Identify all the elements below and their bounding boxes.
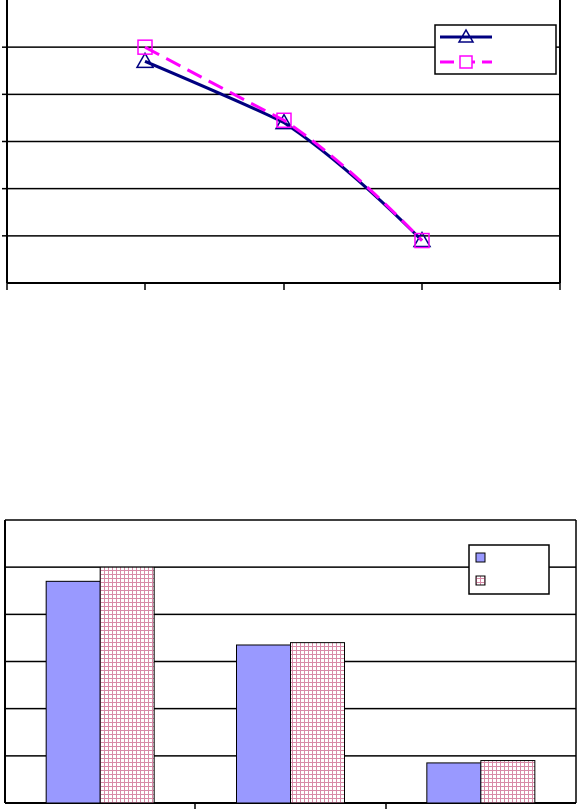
- legend-marker: [457, 28, 475, 43]
- bar: [99, 566, 155, 804]
- legend: [468, 544, 550, 595]
- bar: [480, 760, 536, 804]
- bar-chart: [0, 518, 577, 809]
- bar: [45, 580, 101, 804]
- data-point-marker: [276, 112, 292, 129]
- bar: [236, 644, 291, 804]
- bar-chart-svg: [0, 518, 577, 809]
- bar: [290, 642, 345, 804]
- series-line: [144, 45, 424, 242]
- data-point-marker: [414, 232, 430, 249]
- data-point-marker: [135, 51, 155, 69]
- line-chart-svg: [0, 0, 577, 300]
- legend-box: [434, 24, 557, 75]
- legend-swatch: [475, 575, 486, 586]
- legend-marker: [459, 55, 473, 69]
- line-chart: [0, 0, 577, 300]
- legend: [434, 24, 557, 75]
- bar: [426, 762, 482, 804]
- data-point-marker: [274, 113, 294, 130]
- legend-box: [468, 544, 550, 595]
- data-point-marker: [137, 39, 153, 55]
- legend-swatch: [475, 552, 486, 563]
- data-point-marker: [412, 231, 432, 248]
